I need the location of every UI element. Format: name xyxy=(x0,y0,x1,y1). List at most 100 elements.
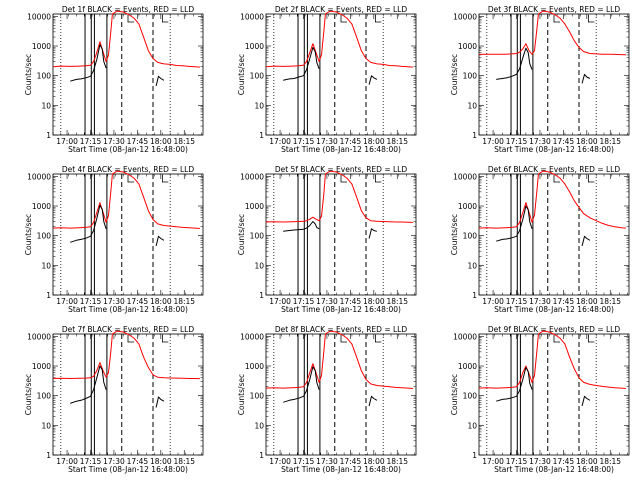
events-series-line xyxy=(496,366,533,402)
x-tick-label: 17:30 xyxy=(529,137,551,146)
x-tick-label: 18:00 xyxy=(150,457,172,466)
x-axis-title: Start Time (08-Jan-12 16:48:00) xyxy=(281,465,401,474)
panel-title: Det 2f BLACK = Events, RED = LLD xyxy=(275,5,408,14)
lld-series-line xyxy=(478,330,626,389)
x-tick-label: 17:15 xyxy=(293,297,315,306)
y-tick-label: 1000 xyxy=(32,42,51,51)
bracket-marker xyxy=(587,15,595,23)
y-axis-title: Counts/sec xyxy=(24,54,33,95)
panel-title: Det 8f BLACK = Events, RED = LLD xyxy=(275,325,408,334)
bracket-marker xyxy=(374,15,382,23)
panel-det-2f: Det 2f BLACK = Events, RED = LLD 1 10 100 10… xyxy=(237,5,417,154)
y-tick-label: 1 xyxy=(472,451,477,460)
y-axis-title: Counts/sec xyxy=(450,54,459,95)
x-tick-label: 17:45 xyxy=(127,137,149,146)
x-tick-label: 17:45 xyxy=(127,297,149,306)
events-series-tail xyxy=(581,235,591,247)
panel-det-1f: Det 1f BLACK = Events, RED = LLD 1 10 100 10… xyxy=(24,5,204,154)
y-tick-label: 1000 xyxy=(458,42,477,51)
x-tick-label: 17:45 xyxy=(340,457,362,466)
y-tick-label: 1 xyxy=(259,131,264,140)
y-tick-label: 1 xyxy=(259,291,264,300)
y-tick-label: 10 xyxy=(467,261,477,270)
x-axis-title: Start Time (08-Jan-12 16:48:00) xyxy=(494,305,614,314)
lld-series-line xyxy=(52,10,200,68)
panel-det-8f: Det 8f BLACK = Events, RED = LLD 1 10 100 10… xyxy=(237,325,417,474)
y-tick-label: 1 xyxy=(472,291,477,300)
x-tick-label: 17:00 xyxy=(56,137,78,146)
x-tick-label: 17:30 xyxy=(529,297,551,306)
x-tick-label: 17:45 xyxy=(127,457,149,466)
events-series-tail xyxy=(155,396,165,408)
y-tick-label: 10000 xyxy=(453,172,477,181)
x-axis-title: Start Time (08-Jan-12 16:48:00) xyxy=(281,145,401,154)
plot-frame xyxy=(265,13,417,136)
bracket-marker xyxy=(340,175,347,183)
events-series-tail xyxy=(155,235,165,247)
panel-det-7f: Det 7f BLACK = Events, RED = LLD 1 10 100 10… xyxy=(24,325,204,474)
y-tick-label: 100 xyxy=(463,72,478,81)
bracket-marker xyxy=(161,175,169,183)
panel-det-3f: Det 3f BLACK = Events, RED = LLD 1 10 100 10… xyxy=(450,5,630,154)
x-tick-label: 17:00 xyxy=(482,297,504,306)
x-tick-label: 18:00 xyxy=(363,137,385,146)
panel-title: Det 7f BLACK = Events, RED = LLD xyxy=(62,325,195,334)
y-tick-label: 1 xyxy=(472,131,477,140)
x-tick-label: 18:00 xyxy=(363,297,385,306)
bracket-marker xyxy=(127,15,134,23)
lld-series-line xyxy=(52,330,200,380)
x-tick-label: 17:15 xyxy=(506,137,528,146)
x-axis-title: Start Time (08-Jan-12 16:48:00) xyxy=(68,465,188,474)
events-series-tail xyxy=(368,75,378,85)
y-tick-label: 100 xyxy=(37,72,52,81)
x-tick-label: 18:00 xyxy=(576,297,598,306)
lld-series-line xyxy=(478,10,626,56)
x-tick-label: 17:15 xyxy=(506,457,528,466)
x-tick-label: 18:15 xyxy=(173,457,195,466)
x-tick-label: 17:30 xyxy=(316,457,338,466)
y-tick-label: 1000 xyxy=(32,202,51,211)
plot-frame xyxy=(478,333,630,456)
lld-series-line xyxy=(265,10,413,68)
y-tick-label: 10000 xyxy=(27,172,51,181)
x-tick-label: 18:15 xyxy=(386,137,408,146)
x-tick-label: 17:15 xyxy=(293,137,315,146)
plot-frame xyxy=(265,333,417,456)
panel-title: Det 3f BLACK = Events, RED = LLD xyxy=(488,5,621,14)
y-axis-title: Counts/sec xyxy=(24,214,33,255)
x-axis-title: Start Time (08-Jan-12 16:48:00) xyxy=(68,305,188,314)
y-tick-label: 1000 xyxy=(458,202,477,211)
y-tick-label: 1 xyxy=(46,451,51,460)
events-series-tail xyxy=(581,73,591,84)
plot-frame xyxy=(52,13,204,136)
x-tick-label: 18:15 xyxy=(173,137,195,146)
y-tick-label: 100 xyxy=(463,392,478,401)
x-tick-label: 17:15 xyxy=(80,137,102,146)
x-tick-label: 17:00 xyxy=(482,457,504,466)
x-axis-title: Start Time (08-Jan-12 16:48:00) xyxy=(281,305,401,314)
y-tick-label: 10000 xyxy=(453,12,477,21)
y-tick-label: 1 xyxy=(46,131,51,140)
bracket-marker xyxy=(553,335,560,343)
y-tick-label: 10 xyxy=(254,421,264,430)
x-tick-label: 18:15 xyxy=(386,457,408,466)
events-series-line xyxy=(496,47,533,80)
y-axis-title: Counts/sec xyxy=(24,374,33,415)
events-series-line xyxy=(283,46,320,81)
lld-series-line xyxy=(478,170,626,229)
y-tick-label: 10000 xyxy=(453,332,477,341)
x-tick-label: 17:00 xyxy=(269,137,291,146)
x-tick-label: 18:15 xyxy=(599,297,621,306)
x-tick-label: 17:45 xyxy=(553,457,575,466)
bracket-marker xyxy=(587,335,595,343)
events-series-line xyxy=(283,221,320,232)
x-tick-label: 17:00 xyxy=(482,137,504,146)
panel-det-4f: Det 4f BLACK = Events, RED = LLD 1 10 100 10… xyxy=(24,165,204,314)
panel-det-5f: Det 5f BLACK = Events, RED = LLD 1 10 100 10… xyxy=(237,165,417,314)
x-tick-label: 17:30 xyxy=(103,297,125,306)
events-series-line xyxy=(283,366,320,403)
x-tick-label: 17:30 xyxy=(316,297,338,306)
bracket-marker xyxy=(340,15,347,23)
panel-title: Det 5f BLACK = Events, RED = LLD xyxy=(275,165,408,174)
x-tick-label: 18:15 xyxy=(173,297,195,306)
